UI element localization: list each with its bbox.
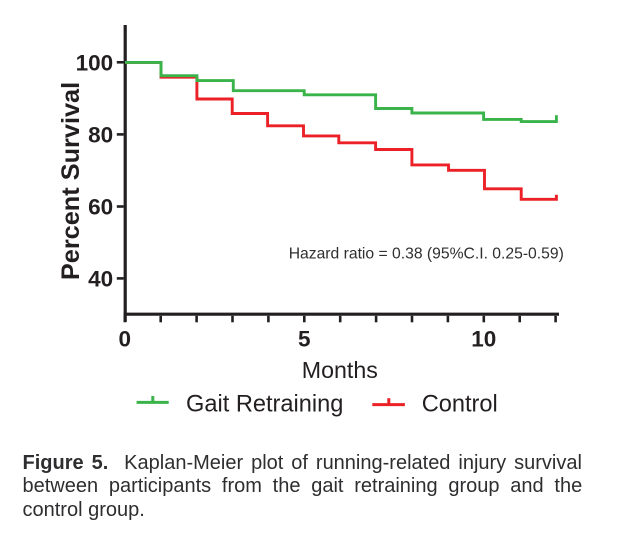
svg-text:5: 5 [298, 326, 311, 351]
svg-text:Control: Control [422, 392, 498, 418]
svg-text:80: 80 [88, 122, 113, 147]
svg-text:100: 100 [76, 50, 114, 75]
svg-text:Hazard ratio = 0.38 (95%C.I. 0: Hazard ratio = 0.38 (95%C.I. 0.25-0.59) [289, 245, 564, 262]
svg-text:Percent Survival: Percent Survival [57, 82, 85, 280]
svg-text:0: 0 [119, 326, 132, 351]
svg-text:60: 60 [88, 195, 113, 220]
svg-text:40: 40 [88, 266, 113, 291]
svg-text:Gait Retraining: Gait Retraining [186, 392, 343, 418]
svg-text:10: 10 [471, 326, 496, 351]
svg-text:Months: Months [302, 357, 378, 383]
